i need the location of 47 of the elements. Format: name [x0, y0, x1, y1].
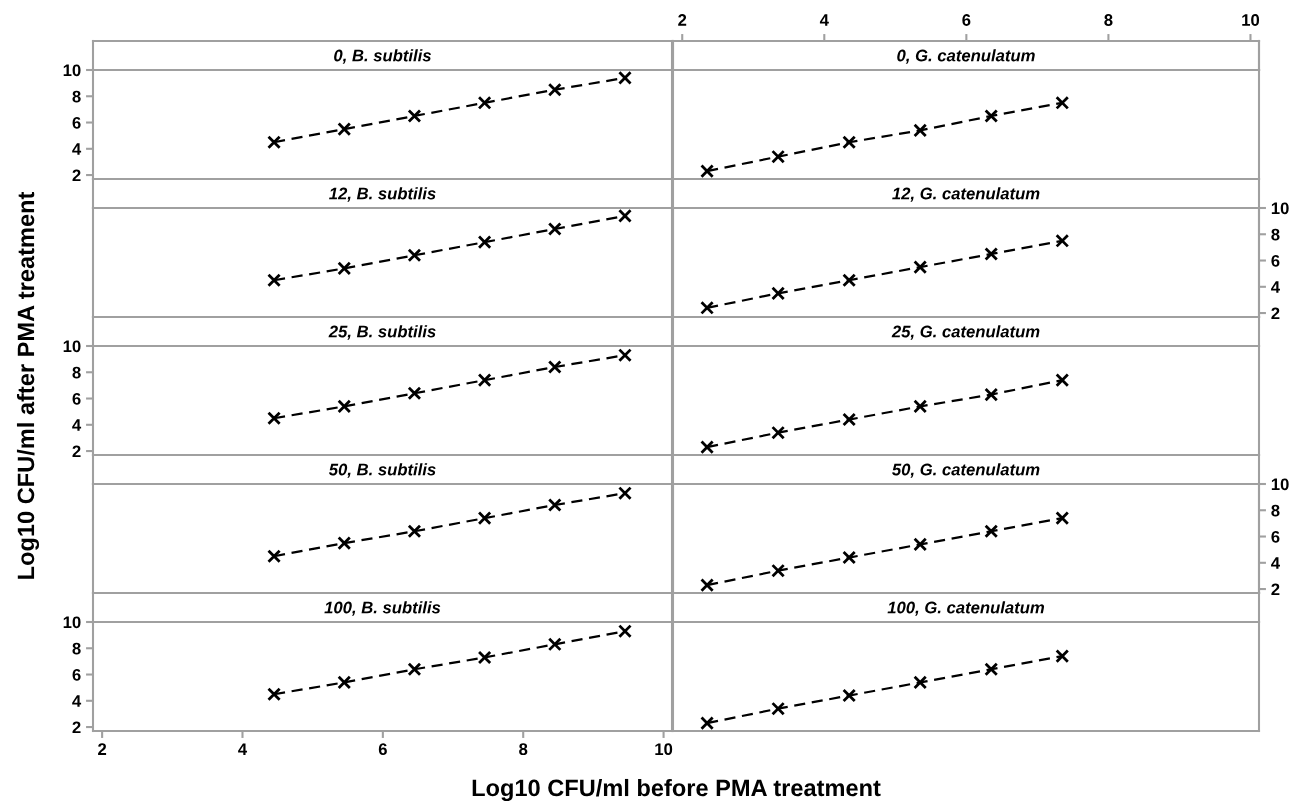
y2-tick-label: 4 [1271, 281, 1280, 293]
y-tick-label: 6 [72, 392, 81, 405]
y-tick-label: 2 [72, 169, 81, 182]
y-tick-label: 4 [72, 695, 82, 707]
chart-title: 100, G. catenulatum [887, 601, 1045, 616]
x2-tick-label: 4 [819, 14, 829, 26]
y-tick-label: 6 [72, 668, 81, 681]
y-axis-title: Log10 CFU/ml after PMA treatment [16, 191, 40, 579]
y2-tick-label: 10 [1271, 478, 1289, 491]
y-tick-label: 10 [63, 616, 81, 629]
chart-title: 50, B. subtilis [328, 463, 436, 478]
chart-title: 12, G. catenulatum [892, 187, 1040, 202]
x2-tick-label: 2 [678, 14, 687, 26]
chart-title: 50, G. catenulatum [892, 463, 1040, 478]
y2-tick-label: 2 [1271, 307, 1280, 320]
x-tick-label: 8 [519, 743, 528, 756]
y2-tick-label: 6 [1271, 254, 1280, 267]
y-tick-label: 10 [63, 64, 81, 77]
y2-tick-label: 10 [1271, 202, 1289, 215]
y2-tick-label: 8 [1271, 228, 1280, 241]
y-tick-label: 8 [72, 366, 81, 379]
chart-title: 12, B. subtilis [329, 187, 436, 202]
y-tick-label: 8 [72, 90, 81, 103]
y-tick-label: 2 [72, 721, 81, 734]
x2-tick-label: 10 [1242, 14, 1260, 26]
chart-title: 100, B. subtilis [324, 601, 441, 616]
y2-tick-label: 8 [1271, 504, 1280, 517]
x2-tick-label: 6 [962, 14, 971, 26]
chart-title: 0, G. catenulatum [897, 49, 1035, 64]
x-tick-label: 4 [238, 743, 248, 755]
chart-title: 25, G. catenulatum [891, 325, 1040, 340]
x-axis-title: Log10 CFU/ml before PMA treatment [472, 778, 881, 802]
y2-tick-label: 6 [1271, 530, 1280, 543]
y-tick-label: 4 [72, 419, 82, 431]
y-tick-label: 6 [72, 116, 81, 129]
y2-tick-label: 4 [1271, 557, 1280, 569]
y-tick-label: 4 [72, 143, 82, 155]
y-tick-label: 8 [72, 642, 81, 655]
y-tick-label: 2 [72, 445, 81, 458]
chart-title: 25, B. subtilis [328, 325, 436, 340]
x-tick-label: 2 [98, 743, 107, 755]
x-tick-label: 6 [378, 743, 387, 756]
y-tick-label: 10 [63, 340, 81, 353]
y2-tick-label: 2 [1271, 583, 1280, 596]
chart-title: 0, B. subtilis [334, 49, 432, 64]
x2-tick-label: 8 [1104, 14, 1113, 26]
x-tick-label: 10 [655, 743, 673, 756]
